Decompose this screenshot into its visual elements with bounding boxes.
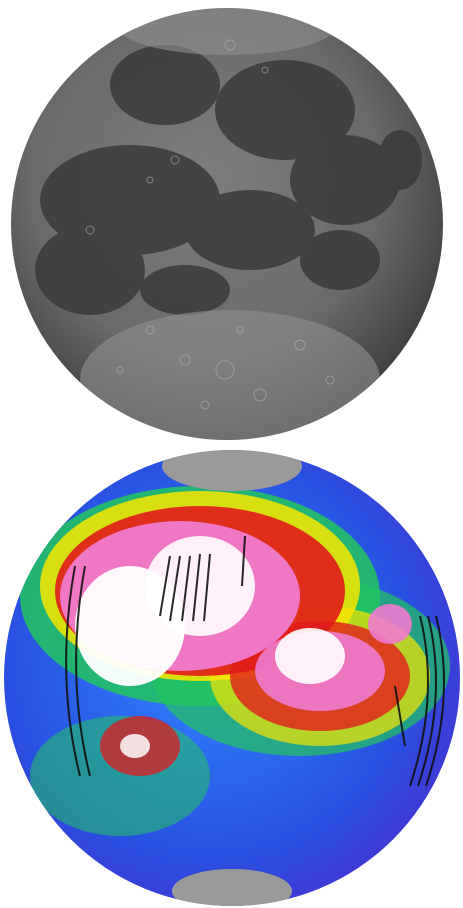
- data-gap-lines: [65, 535, 445, 787]
- moon-false-color-panel: [0, 446, 463, 908]
- moon-photo: [11, 8, 443, 440]
- moon-photo-panel: [0, 0, 463, 440]
- map-regions: [20, 450, 450, 906]
- maria: [35, 45, 422, 315]
- craters: [85, 39, 335, 410]
- moon-false-color-map: [4, 450, 460, 906]
